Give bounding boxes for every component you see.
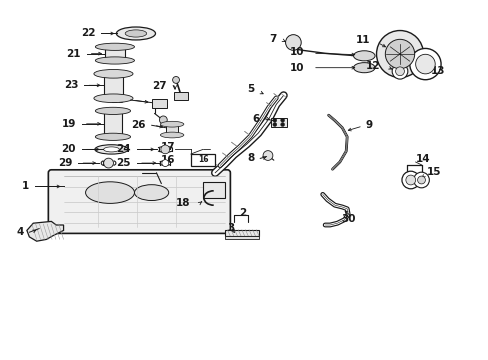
Circle shape: [285, 35, 301, 50]
Text: 20: 20: [61, 144, 76, 154]
Bar: [224, 236, 259, 239]
Bar: [174, 92, 187, 100]
Circle shape: [103, 158, 113, 168]
Bar: [224, 230, 259, 236]
Text: 24: 24: [116, 144, 131, 154]
Text: 26: 26: [131, 120, 145, 130]
Circle shape: [172, 76, 179, 84]
Ellipse shape: [125, 30, 146, 37]
Ellipse shape: [95, 145, 128, 154]
Circle shape: [263, 150, 272, 161]
Text: 6: 6: [251, 114, 259, 124]
Bar: [271, 118, 286, 127]
Text: 19: 19: [61, 119, 76, 129]
Text: 7: 7: [268, 34, 276, 44]
Bar: [105, 47, 124, 60]
Bar: [103, 74, 123, 98]
Text: 22: 22: [81, 28, 95, 39]
Text: 25: 25: [116, 158, 131, 168]
Circle shape: [391, 63, 407, 79]
Circle shape: [401, 171, 419, 189]
Ellipse shape: [95, 57, 134, 64]
Text: 11: 11: [355, 35, 370, 45]
Bar: [166, 124, 178, 135]
Ellipse shape: [353, 63, 374, 73]
Text: 10: 10: [289, 63, 304, 73]
Ellipse shape: [85, 182, 134, 203]
Circle shape: [417, 176, 425, 184]
Circle shape: [272, 123, 276, 126]
Ellipse shape: [94, 69, 133, 78]
Circle shape: [161, 145, 169, 154]
Bar: [151, 99, 167, 108]
Ellipse shape: [116, 27, 155, 40]
Circle shape: [162, 159, 168, 167]
Ellipse shape: [160, 132, 183, 138]
Text: 17: 17: [160, 142, 175, 152]
Circle shape: [272, 118, 276, 122]
Text: 21: 21: [66, 49, 81, 59]
Text: 23: 23: [63, 80, 78, 90]
Text: 29: 29: [58, 158, 72, 168]
Bar: [190, 154, 215, 166]
Text: 28: 28: [110, 95, 124, 105]
Text: 2: 2: [238, 208, 245, 218]
Text: 16: 16: [160, 155, 175, 165]
Circle shape: [280, 123, 284, 126]
Circle shape: [376, 31, 423, 77]
Text: 13: 13: [429, 66, 444, 76]
Text: 15: 15: [426, 167, 440, 177]
Circle shape: [280, 118, 284, 122]
Circle shape: [395, 67, 404, 76]
Polygon shape: [27, 221, 63, 241]
Bar: [203, 182, 224, 198]
Ellipse shape: [134, 185, 168, 201]
FancyBboxPatch shape: [48, 170, 230, 233]
Text: 14: 14: [415, 154, 429, 164]
Circle shape: [405, 175, 415, 185]
Text: 5: 5: [246, 84, 254, 94]
Text: 12: 12: [365, 60, 380, 71]
Ellipse shape: [160, 121, 183, 127]
Circle shape: [413, 172, 428, 188]
Bar: [104, 111, 122, 137]
Ellipse shape: [95, 107, 130, 114]
Circle shape: [159, 116, 167, 124]
Text: 4: 4: [16, 227, 23, 237]
Text: 16: 16: [197, 156, 208, 164]
Circle shape: [415, 54, 434, 74]
Ellipse shape: [95, 133, 130, 140]
Ellipse shape: [353, 51, 374, 61]
Ellipse shape: [94, 94, 133, 103]
Circle shape: [385, 39, 414, 69]
Ellipse shape: [95, 43, 134, 50]
Text: 18: 18: [176, 198, 190, 208]
Circle shape: [409, 49, 440, 80]
Text: 10: 10: [289, 47, 304, 57]
Text: 30: 30: [341, 214, 355, 224]
Text: 9: 9: [365, 120, 372, 130]
Text: 1: 1: [22, 181, 29, 192]
Text: 27: 27: [152, 81, 167, 91]
Text: 8: 8: [246, 153, 254, 163]
Ellipse shape: [103, 147, 119, 152]
Text: 3: 3: [226, 222, 234, 233]
